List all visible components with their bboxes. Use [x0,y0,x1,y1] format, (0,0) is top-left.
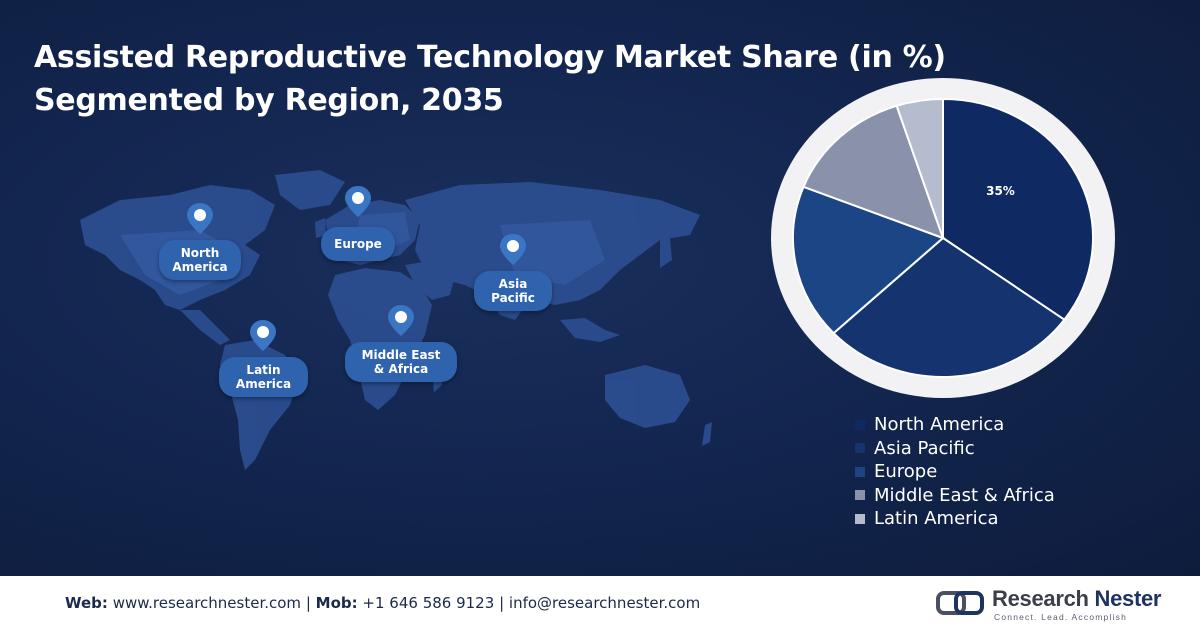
legend-label: Middle East & Africa [874,484,1055,506]
research-nester-logo-icon [936,591,984,615]
web-link[interactable]: www.researchnester.com [112,594,302,612]
legend-item: Middle East & Africa [855,484,1055,508]
map-southeast-asia [560,318,620,342]
title-line-1: Assisted Reproductive Technology Market … [34,40,946,75]
legend-label: Europe [874,461,938,483]
pie-data-label: 35% [986,184,1015,198]
pie-chart: 35% [771,78,1115,398]
logo-name-part2: Nester [1094,586,1162,611]
map-new-zealand [702,422,712,446]
footer: Web: www.researchnester.com | Mob: +1 64… [0,576,1200,628]
chart-legend: North America Asia Pacific Europe Middle Ea… [855,413,1055,531]
pie-slice-asia-pacific [832,236,1066,378]
legend-item: Asia Pacific [855,437,1055,461]
region-label-latin-america: Latin America [219,357,308,397]
location-pin-icon [500,234,526,265]
region-label-middle-east-africa: Middle East & Africa [345,342,457,382]
legend-swatch [855,513,865,524]
legend-item: Latin America [855,507,1055,531]
map-australia [605,365,690,428]
legend-label: Latin America [874,508,999,530]
region-label-north-america: North America [159,240,241,280]
legend-swatch [855,419,865,430]
legend-swatch [855,490,865,501]
map-greenland [275,170,345,210]
logo-name-part1: Research [992,586,1089,611]
separator: | [499,594,505,612]
region-label-asia-pacific: Asia Pacific [474,271,552,311]
pie-slice-latin-america [895,97,944,239]
separator: | [305,594,311,612]
contact-info: Web: www.researchnester.com | Mob: +1 64… [65,594,700,612]
legend-item: Europe [855,460,1055,484]
chart-title: Assisted Reproductive Technology Market … [34,36,946,122]
logo-tagline: Connect. Lead. Accomplish [994,612,1128,622]
pie-slice-europe [792,185,945,335]
map-middle-east [405,260,455,300]
location-pin-icon [250,320,276,351]
legend-item: North America [855,413,1055,437]
title-line-2: Segmented by Region, 2035 [34,83,504,118]
legend-label: Asia Pacific [874,437,975,459]
location-pin-icon [388,305,414,336]
legend-label: North America [874,414,1005,436]
legend-swatch [855,466,865,477]
map-japan [660,238,672,268]
region-label-europe: Europe [321,227,395,261]
location-pin-icon [345,186,371,217]
mobile-number: +1 646 586 9123 [362,594,495,612]
pie-slice-north-america [942,97,1094,322]
mobile-label: Mob: [315,594,358,612]
location-pin-icon [187,203,213,234]
legend-swatch [855,443,865,454]
web-label: Web: [65,594,108,612]
map-africa [328,268,432,410]
map-central-america [180,310,230,345]
email-link[interactable]: info@researchnester.com [508,594,701,612]
